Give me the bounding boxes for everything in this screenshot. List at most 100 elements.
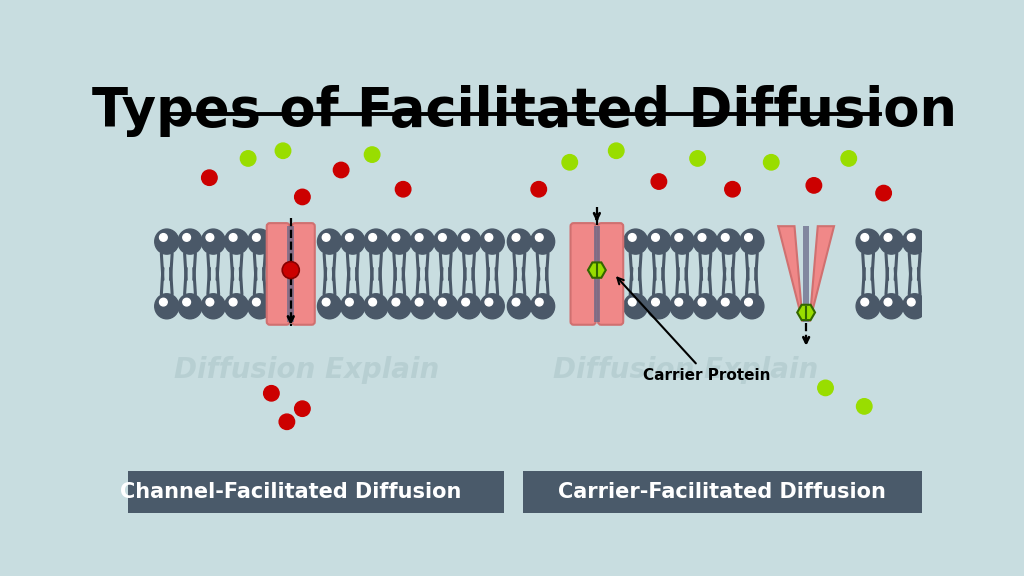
Circle shape — [275, 143, 291, 158]
Circle shape — [416, 234, 423, 241]
Ellipse shape — [248, 294, 271, 319]
Ellipse shape — [530, 229, 555, 254]
Ellipse shape — [364, 294, 388, 319]
Circle shape — [206, 234, 214, 241]
Text: Channel-Facilitated Diffusion: Channel-Facilitated Diffusion — [120, 482, 462, 502]
Circle shape — [698, 234, 706, 241]
Ellipse shape — [364, 229, 388, 254]
Ellipse shape — [155, 229, 179, 254]
Circle shape — [907, 298, 915, 306]
Text: Carrier Protein: Carrier Protein — [617, 278, 771, 383]
Ellipse shape — [387, 229, 412, 254]
Bar — [803, 226, 809, 321]
Circle shape — [608, 143, 624, 158]
Circle shape — [907, 234, 915, 241]
Circle shape — [856, 399, 872, 414]
Circle shape — [416, 298, 423, 306]
Circle shape — [512, 298, 520, 306]
Circle shape — [253, 298, 260, 306]
Ellipse shape — [670, 294, 694, 319]
FancyBboxPatch shape — [598, 223, 624, 325]
Circle shape — [323, 234, 330, 241]
Circle shape — [536, 234, 543, 241]
Ellipse shape — [457, 229, 481, 254]
Circle shape — [562, 154, 578, 170]
Circle shape — [345, 234, 353, 241]
Circle shape — [675, 298, 683, 306]
Circle shape — [861, 234, 868, 241]
Polygon shape — [810, 226, 834, 321]
FancyBboxPatch shape — [266, 223, 290, 325]
Ellipse shape — [248, 229, 271, 254]
Circle shape — [884, 234, 892, 241]
Circle shape — [485, 234, 493, 241]
Ellipse shape — [341, 229, 365, 254]
Circle shape — [818, 380, 834, 396]
Ellipse shape — [224, 229, 249, 254]
Ellipse shape — [880, 229, 903, 254]
Circle shape — [841, 151, 856, 166]
Circle shape — [280, 414, 295, 430]
Circle shape — [438, 234, 446, 241]
Circle shape — [744, 234, 753, 241]
Polygon shape — [798, 305, 815, 320]
Text: Carrier-Facilitated Diffusion: Carrier-Facilitated Diffusion — [558, 482, 887, 502]
Circle shape — [183, 234, 190, 241]
Circle shape — [438, 298, 446, 306]
Ellipse shape — [693, 294, 718, 319]
Circle shape — [536, 298, 543, 306]
Ellipse shape — [507, 229, 531, 254]
Ellipse shape — [624, 294, 647, 319]
Ellipse shape — [480, 294, 504, 319]
FancyBboxPatch shape — [292, 223, 314, 325]
Ellipse shape — [178, 294, 202, 319]
Circle shape — [369, 234, 377, 241]
Ellipse shape — [717, 229, 740, 254]
Circle shape — [365, 147, 380, 162]
Ellipse shape — [224, 294, 249, 319]
Ellipse shape — [856, 229, 881, 254]
Bar — [523, 471, 922, 513]
Circle shape — [884, 298, 892, 306]
Circle shape — [369, 298, 377, 306]
Circle shape — [485, 298, 493, 306]
Circle shape — [263, 385, 280, 401]
Circle shape — [295, 401, 310, 416]
Circle shape — [395, 181, 411, 197]
Circle shape — [764, 154, 779, 170]
Ellipse shape — [670, 229, 694, 254]
Bar — [288, 226, 294, 321]
Ellipse shape — [411, 294, 434, 319]
Circle shape — [651, 298, 659, 306]
Ellipse shape — [317, 229, 342, 254]
Circle shape — [861, 298, 868, 306]
Ellipse shape — [717, 294, 740, 319]
Circle shape — [651, 174, 667, 190]
Ellipse shape — [387, 294, 412, 319]
Circle shape — [531, 181, 547, 197]
Circle shape — [698, 298, 706, 306]
Circle shape — [241, 151, 256, 166]
Circle shape — [744, 298, 753, 306]
Ellipse shape — [530, 294, 555, 319]
Circle shape — [690, 151, 706, 166]
Circle shape — [462, 234, 469, 241]
Circle shape — [722, 234, 729, 241]
Ellipse shape — [902, 229, 927, 254]
Circle shape — [629, 298, 636, 306]
Circle shape — [462, 298, 469, 306]
Ellipse shape — [740, 229, 764, 254]
Ellipse shape — [507, 294, 531, 319]
Ellipse shape — [624, 229, 647, 254]
Polygon shape — [588, 263, 606, 278]
Ellipse shape — [880, 294, 903, 319]
Circle shape — [629, 234, 636, 241]
Ellipse shape — [317, 294, 342, 319]
Circle shape — [651, 234, 659, 241]
Text: Types of Facilitated Diffusion: Types of Facilitated Diffusion — [92, 85, 957, 137]
Circle shape — [323, 298, 330, 306]
Ellipse shape — [457, 294, 481, 319]
Circle shape — [253, 234, 260, 241]
Circle shape — [229, 234, 237, 241]
Ellipse shape — [693, 229, 718, 254]
